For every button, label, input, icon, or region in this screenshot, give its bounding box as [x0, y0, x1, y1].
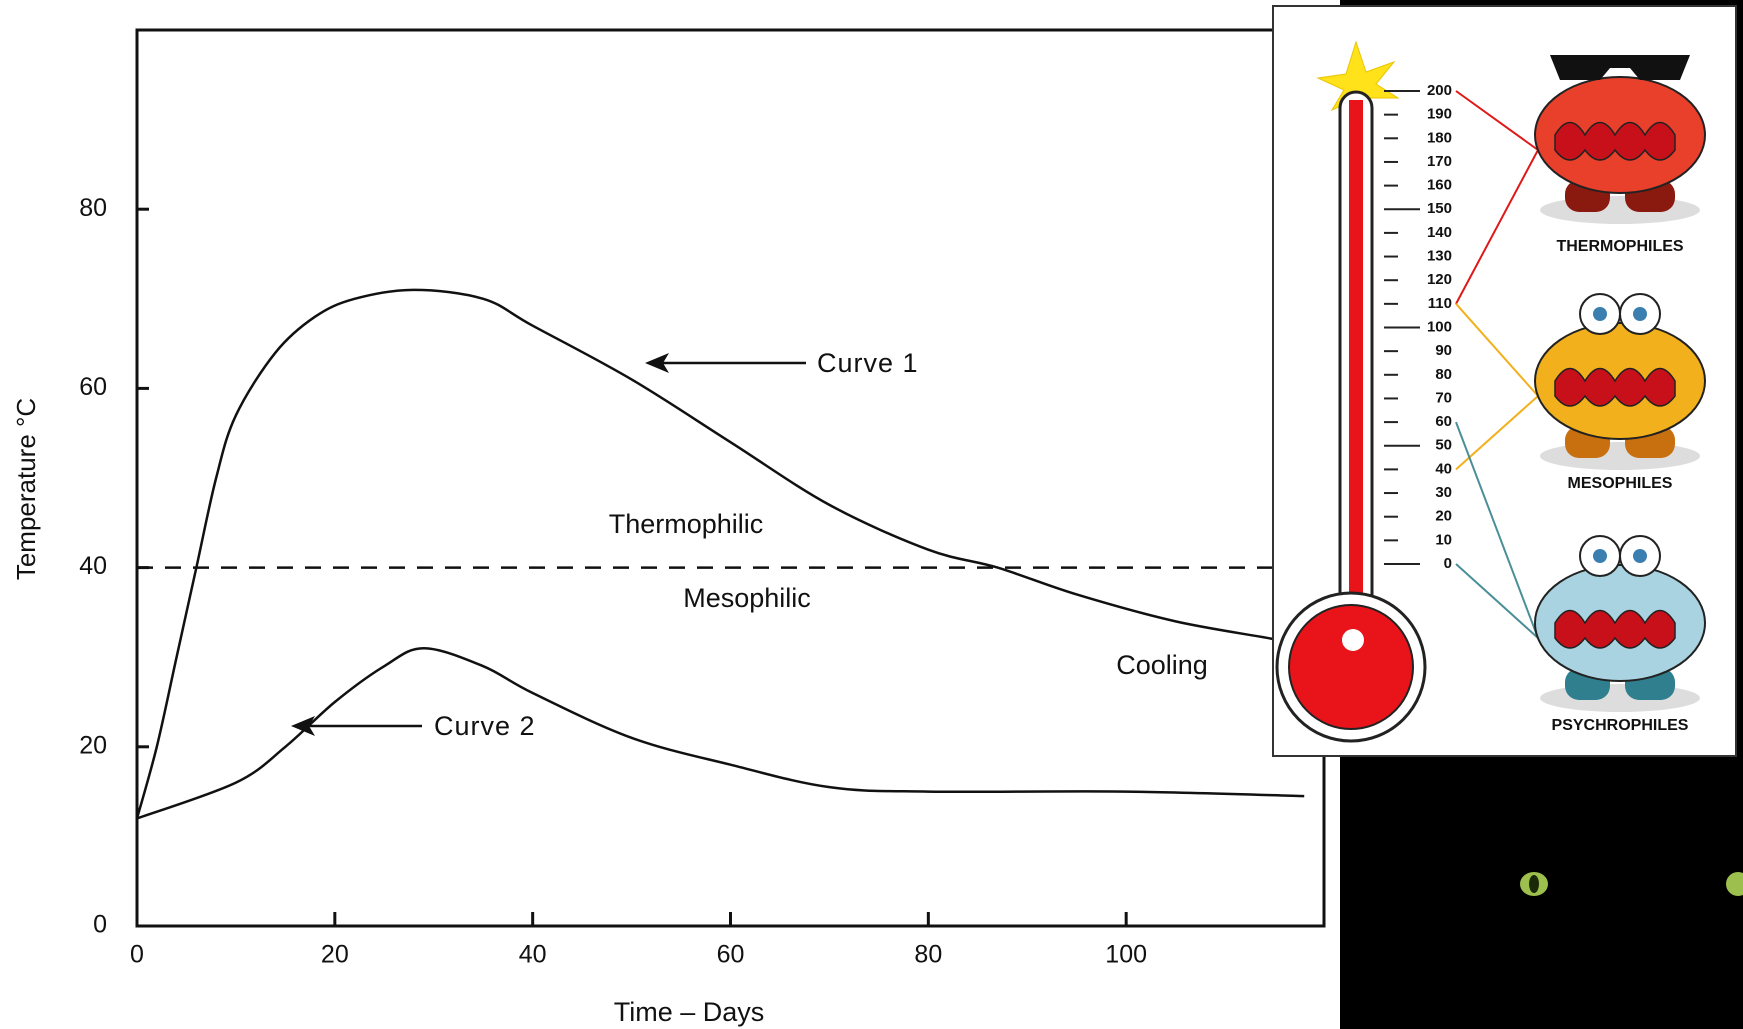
group-label: THERMOPHILES [1556, 238, 1683, 255]
creature-pupil [1593, 307, 1607, 321]
scale-label: 20 [1435, 508, 1452, 525]
y-tick-label: 40 [79, 552, 107, 580]
scale-label: 180 [1427, 129, 1452, 146]
x-tick-label: 60 [717, 941, 745, 969]
chart-paper [0, 0, 1340, 1029]
annotation: Mesophilic [683, 583, 811, 613]
scale-label: 150 [1427, 200, 1452, 217]
scale-label: 200 [1427, 82, 1452, 99]
curve [135, 288, 1315, 819]
annotation: Cooling [1116, 650, 1208, 680]
scale-label: 30 [1435, 484, 1452, 501]
arrow-head [645, 353, 669, 373]
y-axis-title: Temperature °C [11, 398, 41, 580]
y-tick-label: 80 [79, 194, 107, 222]
scale-label: 40 [1435, 460, 1452, 477]
y-tick-label: 0 [93, 911, 107, 939]
creature-pupil [1633, 307, 1647, 321]
scale-label: 130 [1427, 248, 1452, 265]
legend-label: Curve 1 [817, 348, 919, 378]
scale-label: 100 [1427, 318, 1452, 335]
cat-pupil [1529, 875, 1539, 893]
cat-eye [1726, 872, 1743, 896]
scale-label: 50 [1435, 437, 1452, 454]
group-label: PSYCHROPHILES [1552, 717, 1689, 734]
scale-label: 140 [1427, 224, 1452, 241]
x-tick-label: 20 [321, 941, 349, 969]
scale-label: 80 [1435, 366, 1452, 383]
creature-mouth [1554, 121, 1676, 161]
creature-mouth [1554, 367, 1676, 407]
x-tick-label: 40 [519, 941, 547, 969]
scale-label: 10 [1435, 531, 1452, 548]
legend-label: Curve 2 [434, 711, 536, 741]
arrow-head [291, 716, 315, 736]
scale-label: 170 [1427, 153, 1452, 170]
annotation: Thermophilic [609, 509, 764, 539]
bulb-fill [1288, 604, 1414, 730]
highlight [1342, 629, 1364, 651]
y-tick-label: 60 [79, 373, 107, 401]
x-tick-label: 100 [1105, 941, 1147, 969]
x-tick-label: 80 [914, 941, 942, 969]
scale-label: 60 [1435, 413, 1452, 430]
y-tick-label: 20 [79, 731, 107, 759]
scale-label: 120 [1427, 271, 1452, 288]
x-tick-label: 0 [130, 941, 144, 969]
creature-pupil [1633, 549, 1647, 563]
thermometer-panel: 0 10 20 30 40 50 60 70 80 90 100 110 120 130 140 150 160… [1272, 5, 1737, 757]
scale-label: 110 [1428, 295, 1452, 312]
creature-shadow [1540, 442, 1700, 470]
scale-label: 0 [1444, 555, 1452, 572]
creature-pupil [1593, 549, 1607, 563]
creature-shadow [1540, 196, 1700, 224]
scale-label: 90 [1435, 342, 1452, 359]
sunglasses [1550, 55, 1690, 80]
mercury [1349, 100, 1363, 660]
scale-label: 70 [1435, 389, 1452, 406]
creature-mouth [1554, 609, 1676, 649]
scale-label: 190 [1427, 106, 1452, 123]
group-label: MESOPHILES [1568, 475, 1673, 492]
scale-label: 160 [1427, 177, 1452, 194]
creature-shadow [1540, 684, 1700, 712]
x-axis-title: Time – Days [614, 997, 765, 1027]
curve [136, 646, 1305, 820]
